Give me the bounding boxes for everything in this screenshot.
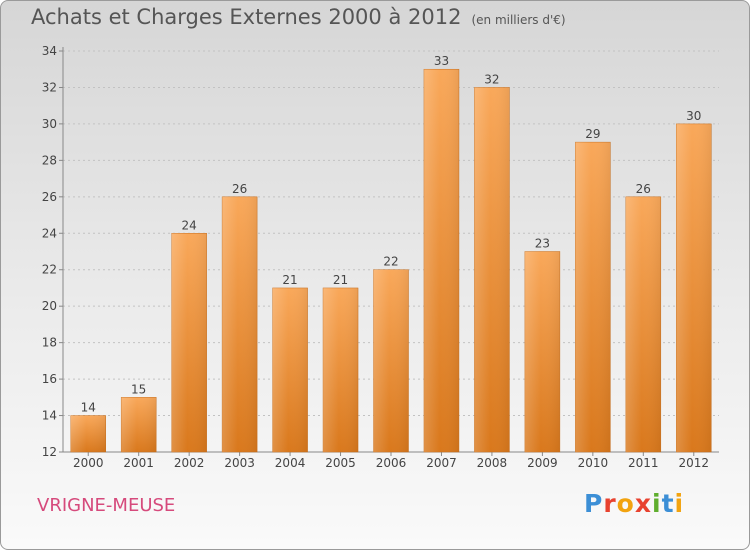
x-tick-label: 2005 — [325, 456, 356, 470]
bar-shine — [373, 269, 409, 452]
x-tick-label: 2011 — [628, 456, 659, 470]
x-tick-label: 2001 — [123, 456, 154, 470]
y-tick-label: 22 — [42, 263, 57, 277]
y-tick-label: 34 — [42, 44, 57, 58]
bar-shine — [171, 233, 207, 452]
bar-shine — [524, 251, 560, 452]
x-tick-label: 2009 — [527, 456, 558, 470]
data-label: 21 — [282, 273, 297, 287]
data-label: 21 — [333, 273, 348, 287]
x-tick-label: 2012 — [678, 456, 709, 470]
commune-name: VRIGNE-MEUSE — [37, 495, 176, 516]
y-tick-label: 32 — [42, 80, 57, 94]
y-tick-label: 16 — [42, 372, 57, 386]
x-tick-label: 2010 — [578, 456, 609, 470]
axis-layer: 12 14 16 18 20 22 24 26 28 30 32 34 — [42, 44, 719, 459]
bar-shine — [121, 397, 157, 452]
proxiti-logo: Proxiti — [584, 489, 685, 518]
bar-layer — [70, 68, 712, 453]
data-label: 33 — [434, 54, 449, 68]
x-tick-label: 2007 — [426, 456, 457, 470]
data-label: 26 — [232, 182, 247, 196]
y-tick-label: 12 — [42, 445, 57, 459]
x-tick-label: 2000 — [73, 456, 104, 470]
x-tick-label: 2002 — [174, 456, 205, 470]
y-tick-label: 14 — [42, 409, 57, 423]
y-tick-label: 24 — [42, 226, 57, 240]
bar-shine — [575, 142, 611, 453]
chart-unit: (en milliers d'€) — [471, 13, 566, 27]
bar-shine — [423, 69, 459, 453]
x-tick-label: 2006 — [376, 456, 407, 470]
y-tick-label: 26 — [42, 190, 57, 204]
bar-shine — [625, 196, 661, 452]
data-label: 23 — [535, 237, 550, 251]
data-label: 30 — [686, 109, 701, 123]
data-label: 32 — [484, 72, 499, 86]
label-layer: 2000 14 2001 15 2002 24 2003 26 2004 21 2005 21 2006… — [73, 54, 709, 470]
bar-shine — [676, 123, 712, 452]
y-tick-label: 30 — [42, 117, 57, 131]
x-tick-label: 2008 — [477, 456, 508, 470]
bar-shine — [70, 415, 106, 452]
bar-shine — [474, 87, 510, 453]
x-tick-label: 2004 — [275, 456, 306, 470]
bar-shine — [222, 196, 258, 452]
y-tick-label: 28 — [42, 153, 57, 167]
chart-title: Achats et Charges Externes 2000 à 2012 (e… — [31, 5, 566, 29]
data-label: 29 — [585, 127, 600, 141]
y-tick-label: 18 — [42, 336, 57, 350]
data-label: 14 — [81, 401, 96, 415]
bar-shine — [272, 287, 308, 452]
data-label: 24 — [182, 218, 197, 232]
x-tick-label: 2003 — [224, 456, 255, 470]
data-label: 22 — [383, 255, 398, 269]
chart-title-text: Achats et Charges Externes 2000 à 2012 — [31, 5, 462, 29]
data-label: 26 — [636, 182, 651, 196]
y-tick-label: 20 — [42, 299, 57, 313]
bar-shine — [323, 287, 359, 452]
data-label: 15 — [131, 382, 146, 396]
